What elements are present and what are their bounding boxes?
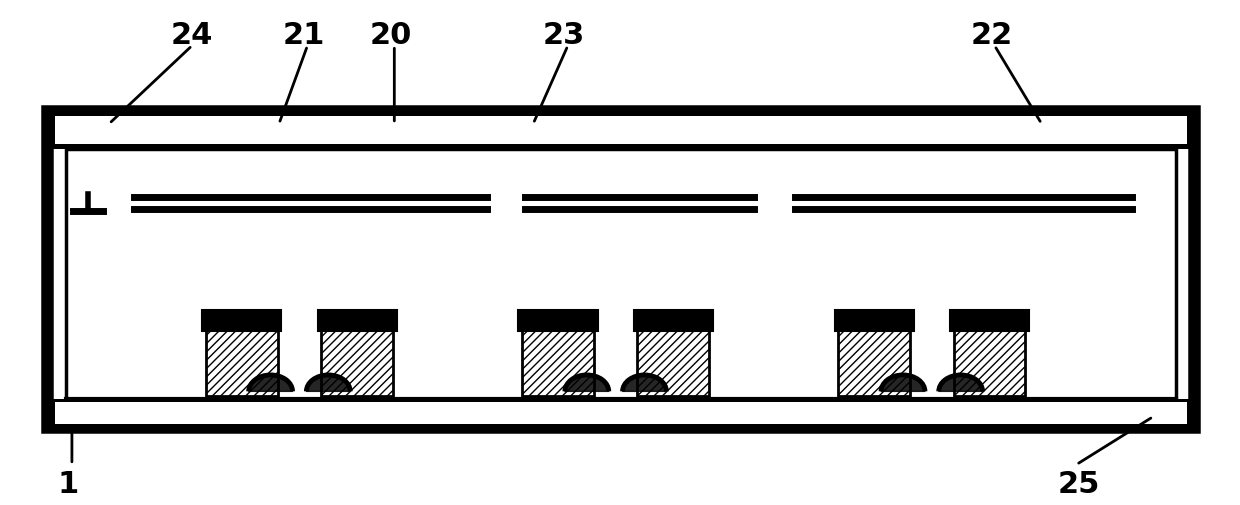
Text: 1: 1 [57, 470, 79, 499]
Bar [954, 318, 1025, 396]
Text: 22: 22 [971, 21, 1013, 50]
Bar [637, 318, 709, 396]
Bar [634, 310, 713, 331]
Polygon shape [622, 375, 666, 391]
Bar [55, 116, 1187, 144]
Polygon shape [249, 375, 293, 391]
Polygon shape [565, 375, 609, 391]
Bar [518, 310, 598, 331]
Bar [47, 111, 1194, 149]
Bar [206, 318, 278, 396]
Bar [47, 399, 1194, 427]
Bar [66, 149, 1176, 399]
Bar [321, 318, 393, 396]
Bar [55, 402, 1187, 424]
Bar [47, 111, 1194, 427]
Polygon shape [306, 375, 350, 391]
Bar [522, 318, 594, 396]
Text: 21: 21 [283, 21, 325, 50]
Text: 20: 20 [370, 21, 412, 50]
Bar [950, 310, 1029, 331]
Bar [838, 318, 910, 396]
Bar [835, 310, 914, 331]
Polygon shape [939, 375, 982, 391]
Polygon shape [882, 375, 925, 391]
Bar [202, 310, 281, 331]
Text: 25: 25 [1058, 470, 1100, 499]
Bar [317, 310, 397, 331]
Text: 23: 23 [543, 21, 585, 50]
Text: 24: 24 [171, 21, 213, 50]
